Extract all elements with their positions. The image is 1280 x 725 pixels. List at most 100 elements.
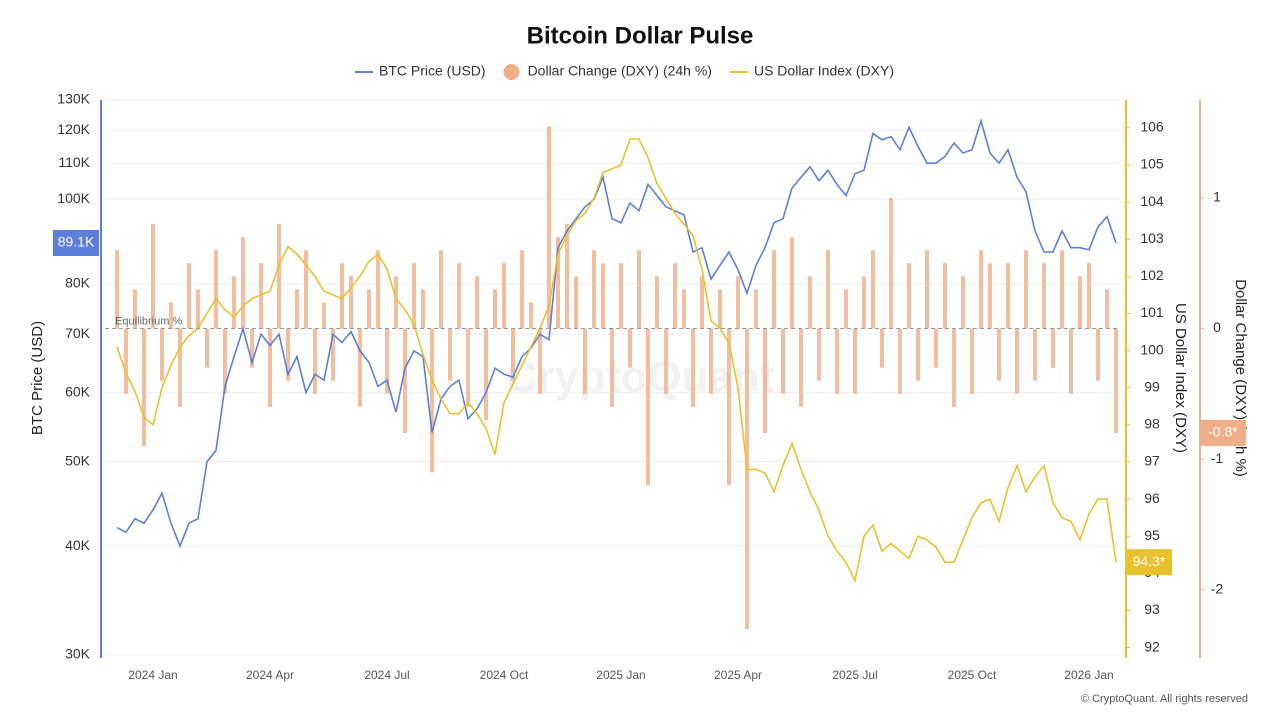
bar [250,328,254,368]
bar [565,224,569,329]
bar [385,328,389,394]
x-tick-label: 2024 Jul [364,668,409,682]
y-axis-title: BTC Price (USD) [29,321,46,435]
bar [745,328,749,629]
bar [988,263,992,329]
bar [133,289,137,329]
bar [718,289,722,329]
bar [178,328,182,407]
bar [1051,328,1055,368]
bar [349,276,353,329]
legend-item: US Dollar Index (DXY) [729,63,894,79]
y2-tick-label: 100 [1140,341,1164,357]
lines [116,118,1117,584]
bar [358,328,362,407]
bar [520,250,524,329]
bar [412,263,416,329]
bar [1069,328,1073,394]
bar [151,224,155,329]
legend-item: BTC Price (USD) [355,63,486,79]
bar [421,289,425,329]
legend-item: Dollar Change (DXY) (24h %) [503,63,712,80]
bar [475,276,479,329]
bar [844,289,848,329]
bar [115,250,119,329]
bar [808,276,812,329]
bar [637,250,641,329]
y2-tick-label: 98 [1144,416,1160,432]
bar [169,302,173,329]
bar [529,302,533,329]
x-tick-label: 2025 Jul [832,668,877,682]
bar [205,328,209,368]
y-tick-label: 110K [58,154,90,170]
bar [160,328,164,381]
bar [439,250,443,329]
legend-label: US Dollar Index (DXY) [754,63,894,79]
bar [628,328,632,368]
bar [286,328,290,381]
bar [466,328,470,407]
bar [961,276,965,329]
bar [889,197,893,329]
y-tick-label: 130K [57,91,90,107]
y2-tick-label: 97 [1144,453,1160,469]
bar [997,328,1001,381]
bar [142,328,146,447]
bar [430,328,434,473]
y2-tick-label: 106 [1140,119,1164,135]
bar [259,263,263,329]
bar [1078,276,1082,329]
bar [511,328,515,381]
bar [1114,328,1118,433]
y-tick-label: 120K [57,121,90,137]
y-tick-label: 100K [57,190,90,206]
bar [1015,328,1019,394]
last-value-badge [1200,420,1246,446]
y2-tick-label: 101 [1140,304,1164,320]
footer: © CryptoQuant. All rights reserved [1081,693,1248,705]
bar [610,328,614,407]
bar [754,289,758,329]
y2-tick-label: 104 [1140,193,1164,209]
bar [196,289,200,329]
bar [835,328,839,394]
bar [268,328,272,407]
bar [772,250,776,329]
bar [322,302,326,329]
last-value-badge [53,229,99,256]
bar [448,328,452,381]
y2-tick-label: 105 [1140,156,1164,172]
bar [574,276,578,329]
legend-marker [503,64,520,80]
bar [277,224,281,329]
bar [187,263,191,329]
equilibrium-label: Equilibrium % [115,315,182,327]
bar [790,237,794,329]
bar [1087,263,1091,329]
bar [691,328,695,407]
x-tick-label: 2024 Apr [246,668,294,682]
bar [1105,289,1109,329]
x-tick-label: 2025 Jan [596,668,645,682]
bar [817,328,821,381]
last-value-badge [1126,549,1172,576]
bar [403,328,407,433]
bar [862,276,866,329]
bar [232,276,236,329]
x-tick-label: 2026 Jan [1064,668,1113,682]
bar [736,276,740,329]
bar [727,328,731,486]
bar [952,328,956,407]
watermark: CryptoQuant [506,353,775,402]
y2-tick-label: 93 [1144,601,1160,617]
bar [700,276,704,329]
bar [295,289,299,329]
bar [916,328,920,381]
bar [709,328,713,394]
bar [664,328,668,394]
bar [763,328,767,433]
bar [457,263,461,329]
bar [907,263,911,329]
